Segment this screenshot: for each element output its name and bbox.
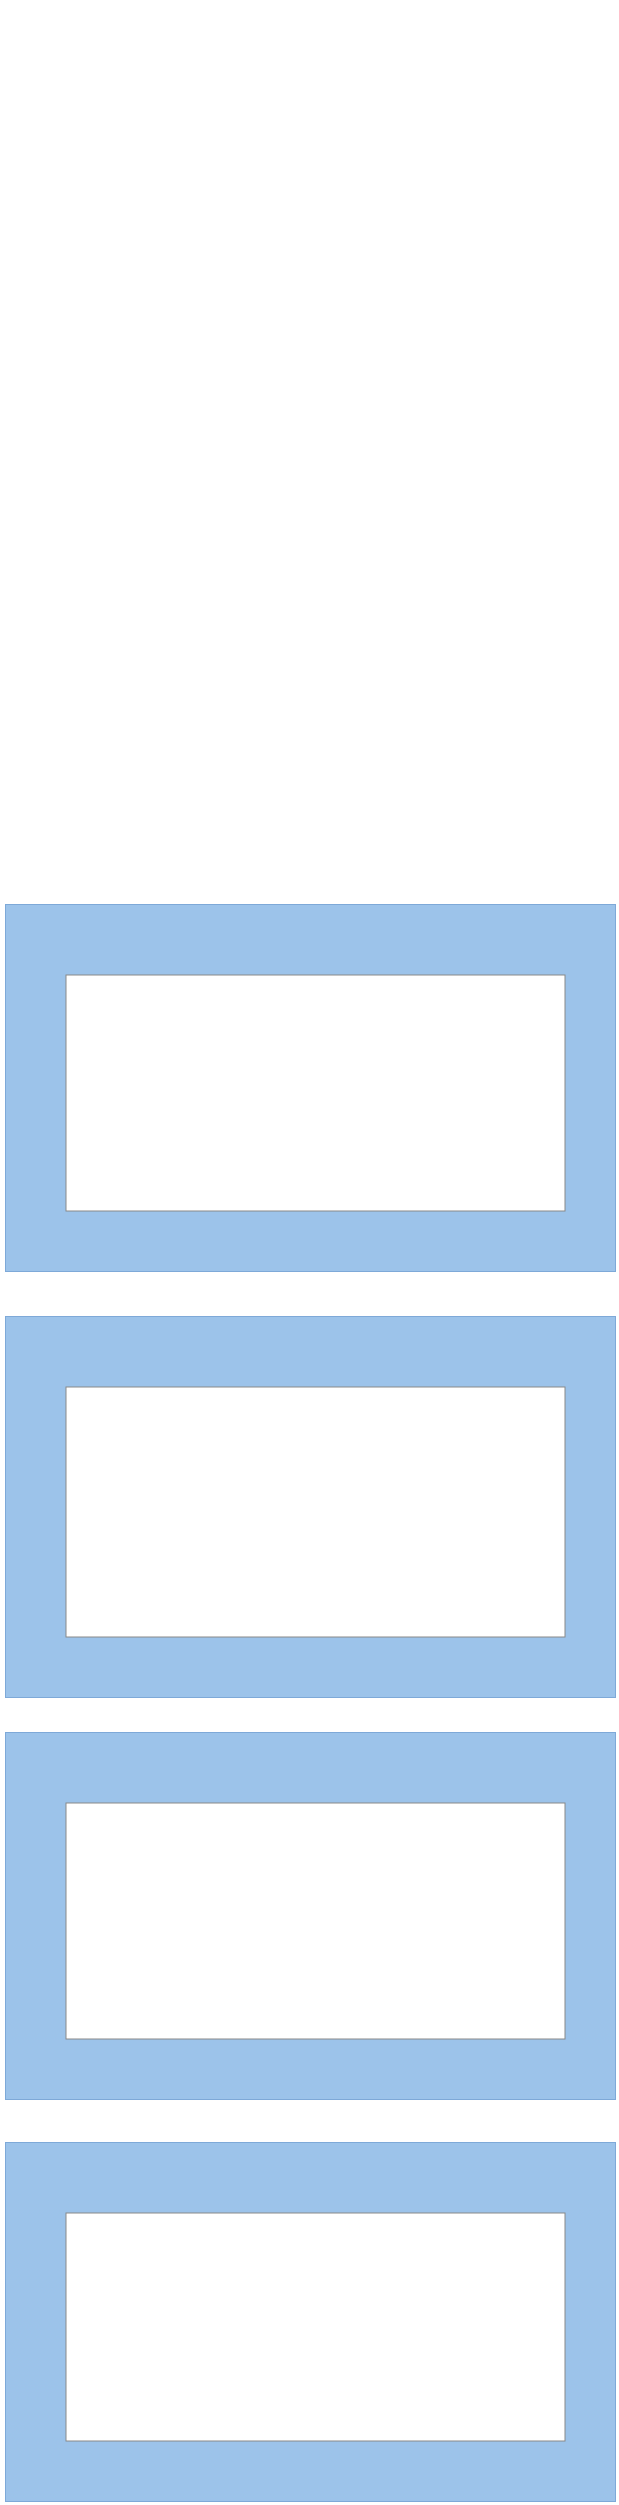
plot-area [65, 1386, 566, 1638]
trend-chart [65, 1802, 566, 2040]
revenue-chart-panel [5, 904, 616, 1272]
plot-area [65, 974, 566, 1212]
revenue-chart [65, 974, 566, 1212]
yoy-chart [65, 2212, 566, 2442]
yoy-chart-panel [5, 2142, 616, 2502]
cumulative-growth-chart [65, 1386, 566, 1638]
trend-chart-panel [5, 1732, 616, 2100]
plot-area [65, 2212, 566, 2442]
plot-area [65, 1802, 566, 2040]
cumulative-growth-panel [5, 1316, 616, 1698]
